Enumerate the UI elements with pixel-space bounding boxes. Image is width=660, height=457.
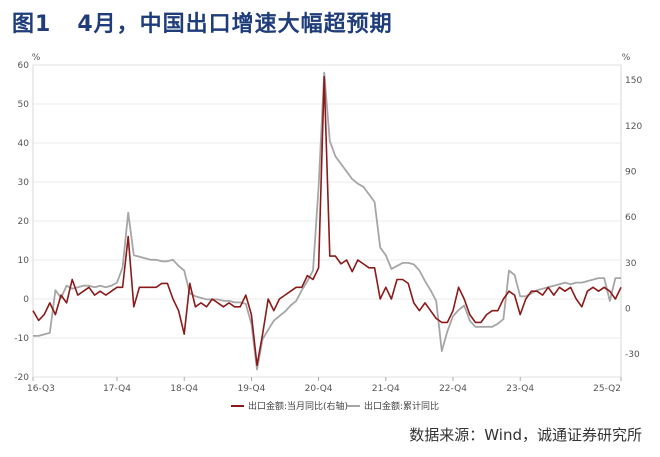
left-tick-label: 20 <box>18 217 30 227</box>
x-tick-label: 19-Q4 <box>237 384 265 394</box>
series-line-monthly <box>32 75 622 367</box>
left-axis-unit: % <box>32 53 41 63</box>
right-tick-label: 60 <box>625 213 637 223</box>
right-tick-label: 150 <box>625 76 642 86</box>
figure-number: 图1 <box>12 12 52 37</box>
left-tick-label: 50 <box>18 100 30 110</box>
x-tick-label: 23-Q4 <box>506 384 534 394</box>
left-tick-label: 40 <box>18 139 30 149</box>
x-tick-label: 16-Q3 <box>27 384 55 394</box>
legend: 出口金额:当月同比(右轴) 出口金额:累计同比 <box>231 400 439 412</box>
left-axis-ticks: -20 -10 0 10 20 30 40 50 60 <box>14 61 29 383</box>
left-tick-label: 10 <box>18 256 30 266</box>
x-tick-label: 18-Q4 <box>170 384 198 394</box>
x-tick-label: 25-Q2 <box>593 384 621 394</box>
right-tick-label: 120 <box>625 122 642 132</box>
right-axis-ticks: -30 0 30 60 90 120 150 <box>625 76 642 360</box>
left-tick-label: 30 <box>18 178 30 188</box>
x-axis-ticks: 16-Q3 17-Q4 18-Q4 19-Q4 20-Q4 21-Q4 22-Q4 23-Q4… <box>27 377 622 394</box>
left-tick-label: 60 <box>18 61 30 71</box>
series-layer <box>32 71 622 371</box>
left-tick-label: -20 <box>14 373 29 383</box>
right-tick-label: 0 <box>625 305 631 315</box>
source-note: 数据来源：Wind，诚通证券研究所 <box>409 426 642 444</box>
export-growth-chart: -20 -10 0 10 20 30 40 50 60 -30 0 30 60 90 120 150 16-… <box>14 53 642 412</box>
left-tick-label: 0 <box>23 295 29 305</box>
x-tick-label: 22-Q4 <box>439 384 467 394</box>
legend-label-monthly: 出口金额:当月同比(右轴) <box>248 400 348 412</box>
right-tick-label: 90 <box>625 168 637 178</box>
right-axis-unit: % <box>622 53 631 63</box>
right-tick-label: 30 <box>625 259 637 269</box>
figure-title: 4月，中国出口增速大幅超预期 <box>77 12 393 37</box>
right-tick-label: -30 <box>625 350 640 360</box>
x-tick-label: 20-Q4 <box>305 384 333 394</box>
x-tick-label: 17-Q4 <box>103 384 131 394</box>
legend-label-cumulative: 出口金额:累计同比 <box>364 400 439 412</box>
series-line-cumulative <box>33 71 621 371</box>
x-tick-label: 21-Q4 <box>372 384 400 394</box>
left-tick-label: -10 <box>14 334 29 344</box>
gridlines <box>33 64 621 378</box>
page-title: 图1 4月，中国出口增速大幅超预期 <box>12 6 393 38</box>
